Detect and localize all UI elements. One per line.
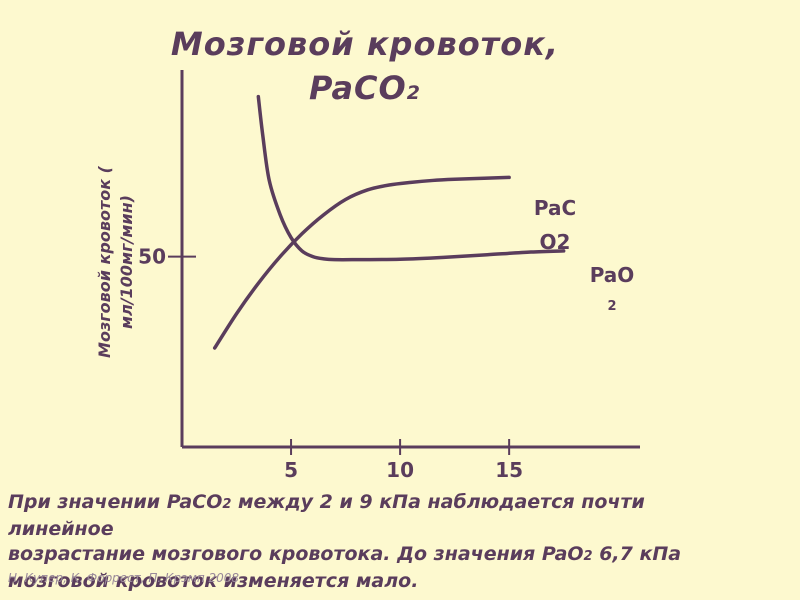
title-line-1: Мозговой кровоток,: [170, 25, 560, 63]
axes: 5 10 15 50: [138, 70, 640, 482]
slide-title: Мозговой кровоток, PaCO2: [150, 22, 580, 115]
text-line-3-sub: 2: [583, 549, 593, 564]
series-label-PaCO2-0: PaC: [534, 196, 576, 220]
credit: Н. Купер, К. Форрест, П. Крэмп 2008: [8, 571, 240, 585]
labels: Мозговой кровоток (мл/100мг/мин) PaC O2 PaO…: [95, 165, 634, 358]
text-line-1-pre: При значении PaCO: [8, 491, 223, 513]
text-line-3: возрастание мозгового кровотока. До знач…: [8, 542, 798, 569]
series-line-PaCO2: [212, 175, 511, 350]
curves: [212, 94, 566, 350]
series-label-PaO2-1: 2: [607, 299, 616, 314]
x-tick-label-10: 10: [386, 458, 414, 482]
series-label-PaCO2-1: O2: [540, 230, 571, 254]
series-label-PaO2-0: PaO: [590, 263, 635, 287]
title-subscript: 2: [406, 82, 421, 104]
body-text: При значении PaCO2 между 2 и 9 кПа наблю…: [8, 490, 798, 594]
text-line-3-post: 6,7 кПа: [592, 543, 682, 565]
y-tick-label-50: 50: [138, 245, 166, 269]
title-main: PaCO: [309, 69, 407, 107]
x-tick-label-5: 5: [284, 458, 298, 482]
text-line-4: мозговой кровоток изменяется мало.: [8, 570, 419, 592]
x-tick-label-15: 15: [495, 458, 523, 482]
text-line-2: линейное: [8, 518, 114, 540]
title-line-2: PaCO2: [150, 66, 580, 115]
series-line-PaO2: [256, 94, 566, 262]
text-line-1-sub: 2: [222, 497, 232, 512]
text-line-1-post: между 2 и 9 кПа наблюдается почти: [231, 491, 645, 513]
text-line-3-pre: возрастание мозгового кровотока. До знач…: [8, 543, 584, 565]
y-axis-label: Мозговой кровоток (мл/100мг/мин): [95, 165, 136, 358]
text-line-1: При значении PaCO2 между 2 и 9 кПа наблю…: [8, 490, 798, 517]
